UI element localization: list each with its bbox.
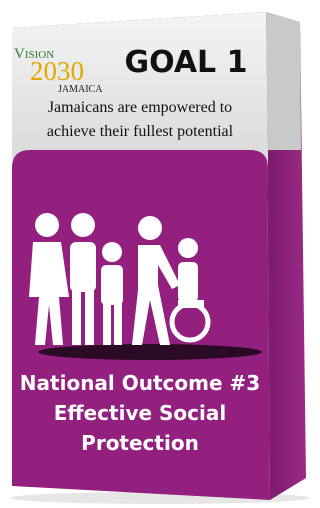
logo-country: JAMAICA xyxy=(58,84,103,95)
box-side-top xyxy=(266,12,301,150)
icon-shadow xyxy=(38,344,262,360)
tagline-line: achieve their fullest potential xyxy=(47,123,234,140)
page: {"logo": {"vision": "Vision", "year": "2… xyxy=(0,0,315,508)
goal-title: GOAL 1 xyxy=(125,45,248,80)
tagline-line: Jamaicans are empowered to xyxy=(48,99,232,116)
outcome-line: National Outcome #3 xyxy=(20,371,260,395)
outcome-line: Protection xyxy=(81,431,199,455)
logo-year: 2030 xyxy=(30,56,84,86)
product-box: Vision 2030 JAMAICA GOAL 1 Jamaicans are… xyxy=(0,0,315,508)
outcome-line: Effective Social xyxy=(54,401,226,425)
